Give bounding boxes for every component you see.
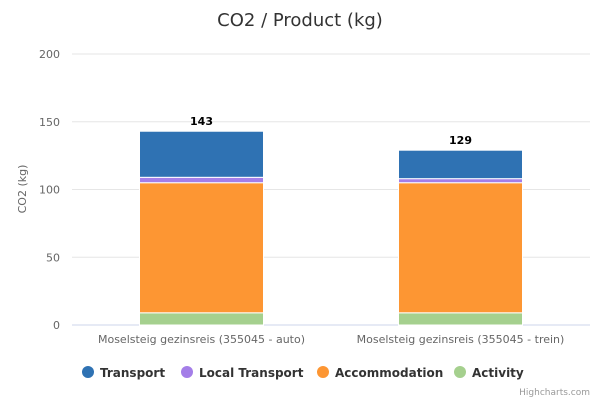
bar-segment-activity[interactable] [398,312,523,326]
legend-item-local-transport[interactable]: Local Transport [181,366,304,380]
bar-segment-accommodation[interactable] [139,182,264,314]
legend-symbol [454,366,466,378]
y-axis-label: CO2 (kg) [16,165,29,214]
legend-item-accommodation[interactable]: Accommodation [317,366,443,380]
chart-title: CO2 / Product (kg) [217,10,383,31]
bar-segment-transport[interactable] [139,130,264,178]
legend-symbol [181,366,193,378]
bar-segment-activity[interactable] [139,312,264,326]
legend-label: Activity [472,366,524,380]
y-tick-label: 100 [39,184,60,197]
legend-symbol [82,366,94,378]
y-tick-label: 0 [53,319,60,332]
bar-segment-local-transport[interactable] [398,178,523,184]
x-tick-label: Moselsteig gezinsreis (355045 - trein) [357,333,565,346]
legend-item-transport[interactable]: Transport [82,366,165,380]
bar-segment-local-transport[interactable] [139,176,264,184]
bar-segment-transport[interactable] [398,149,523,180]
legend-label: Accommodation [335,366,443,380]
y-tick-label: 200 [39,48,60,61]
legend-item-activity[interactable]: Activity [454,366,524,380]
y-tick-label: 50 [46,251,60,264]
legend-symbol [317,366,329,378]
bar-total-label: 143 [190,115,213,128]
legend-label: Local Transport [199,366,304,380]
legend-label: Transport [100,366,165,380]
credits-link[interactable]: Highcharts.com [519,388,590,398]
x-tick-label: Moselsteig gezinsreis (355045 - auto) [98,333,305,346]
bar-segment-accommodation[interactable] [398,182,523,314]
y-tick-label: 150 [39,116,60,129]
bar-total-label: 129 [449,134,472,147]
